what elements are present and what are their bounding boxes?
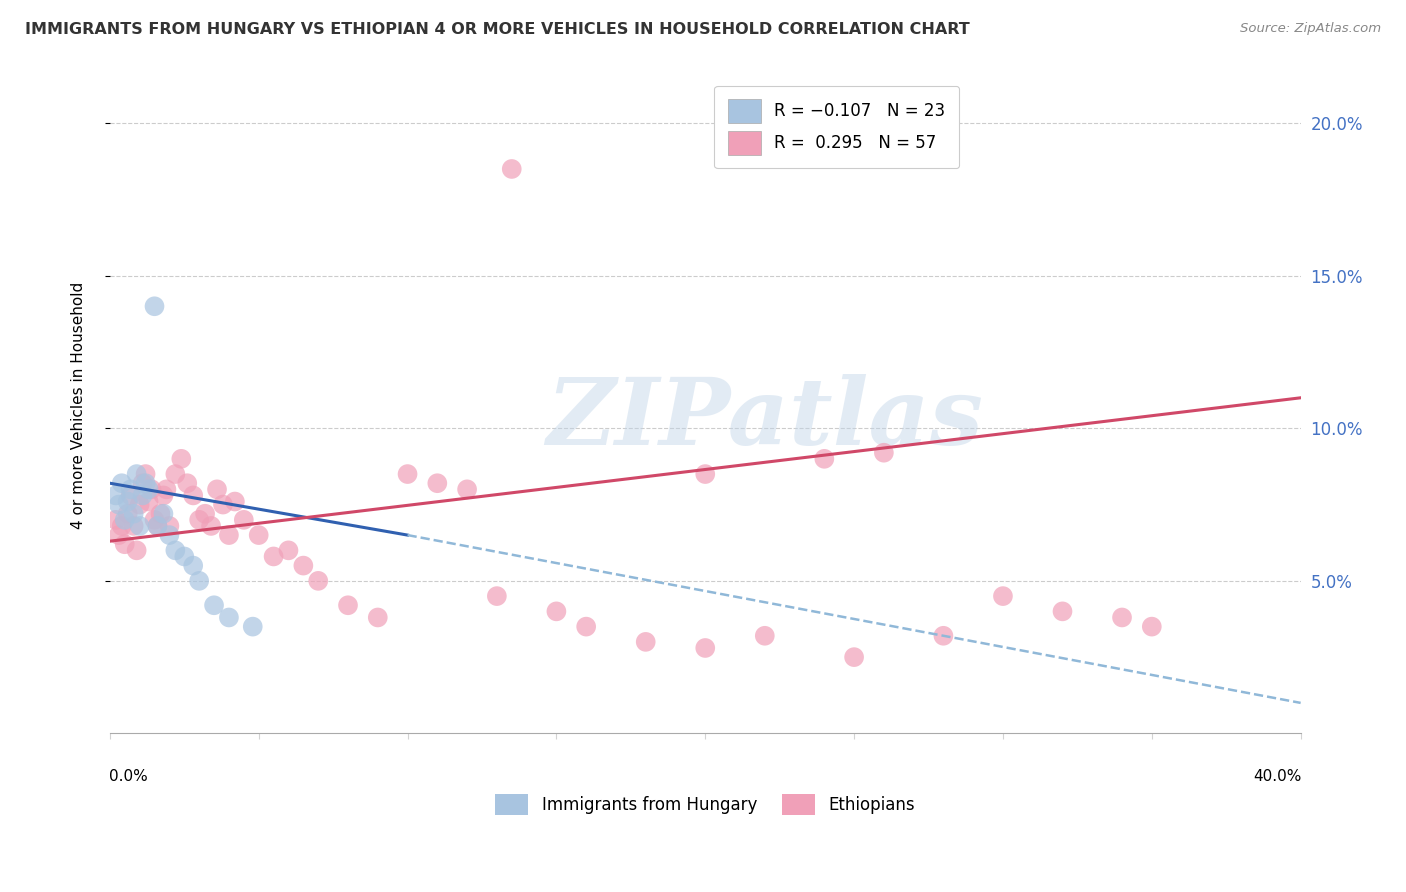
Point <box>873 446 896 460</box>
Point <box>212 498 235 512</box>
Point <box>218 528 240 542</box>
Legend: Immigrants from Hungary, Ethiopians: Immigrants from Hungary, Ethiopians <box>488 788 922 822</box>
Point <box>181 488 204 502</box>
Point <box>485 589 508 603</box>
Point <box>135 476 157 491</box>
Point <box>396 467 419 481</box>
Point <box>107 498 129 512</box>
Point <box>277 543 299 558</box>
Point <box>247 528 270 542</box>
Point <box>146 519 169 533</box>
Point <box>114 513 136 527</box>
Point <box>114 537 136 551</box>
Point <box>104 513 127 527</box>
Point <box>202 599 225 613</box>
Point <box>143 513 166 527</box>
Point <box>138 494 160 508</box>
Point <box>337 599 360 613</box>
Point <box>546 604 568 618</box>
Point <box>194 507 217 521</box>
Point <box>157 519 180 533</box>
Point <box>176 476 198 491</box>
Point <box>263 549 285 564</box>
Point <box>224 494 246 508</box>
Text: ZIPatlas: ZIPatlas <box>547 374 983 464</box>
Point <box>111 476 134 491</box>
Point <box>292 558 315 573</box>
Point <box>1140 619 1163 633</box>
Point <box>149 507 172 521</box>
Point <box>1111 610 1133 624</box>
Point <box>426 476 449 491</box>
Point <box>501 161 523 176</box>
Point <box>120 483 142 497</box>
Point <box>117 507 139 521</box>
Point <box>232 513 254 527</box>
Point <box>173 549 195 564</box>
Point <box>131 488 153 502</box>
Point <box>695 640 717 655</box>
Point <box>104 488 127 502</box>
Point <box>122 507 145 521</box>
Point <box>575 619 598 633</box>
Point <box>146 519 169 533</box>
Point <box>170 451 193 466</box>
Point <box>120 488 142 502</box>
Point <box>111 519 134 533</box>
Point <box>131 476 153 491</box>
Point <box>813 451 835 466</box>
Point <box>242 619 264 633</box>
Point <box>188 574 211 588</box>
Point <box>181 558 204 573</box>
Point <box>128 498 150 512</box>
Point <box>152 488 174 502</box>
Y-axis label: 4 or more Vehicles in Household: 4 or more Vehicles in Household <box>72 282 86 529</box>
Point <box>107 528 129 542</box>
Point <box>754 629 776 643</box>
Text: IMMIGRANTS FROM HUNGARY VS ETHIOPIAN 4 OR MORE VEHICLES IN HOUSEHOLD CORRELATION: IMMIGRANTS FROM HUNGARY VS ETHIOPIAN 4 O… <box>25 22 970 37</box>
Point <box>165 543 187 558</box>
Point <box>135 467 157 481</box>
Point <box>991 589 1014 603</box>
Point <box>456 483 478 497</box>
Point <box>367 610 389 624</box>
Point <box>842 650 865 665</box>
Point <box>117 494 139 508</box>
Point <box>307 574 329 588</box>
Point <box>155 483 177 497</box>
Text: 0.0%: 0.0% <box>108 770 148 784</box>
Text: 40.0%: 40.0% <box>1254 770 1302 784</box>
Point <box>218 610 240 624</box>
Point <box>128 519 150 533</box>
Point <box>165 467 187 481</box>
Point <box>695 467 717 481</box>
Point <box>205 483 228 497</box>
Point <box>143 299 166 313</box>
Point <box>138 483 160 497</box>
Point <box>125 543 148 558</box>
Point <box>157 528 180 542</box>
Point <box>200 519 222 533</box>
Point <box>152 507 174 521</box>
Text: Source: ZipAtlas.com: Source: ZipAtlas.com <box>1240 22 1381 36</box>
Point <box>122 519 145 533</box>
Point <box>188 513 211 527</box>
Point <box>634 635 657 649</box>
Point <box>141 483 163 497</box>
Point <box>125 467 148 481</box>
Point <box>932 629 955 643</box>
Point <box>1052 604 1074 618</box>
